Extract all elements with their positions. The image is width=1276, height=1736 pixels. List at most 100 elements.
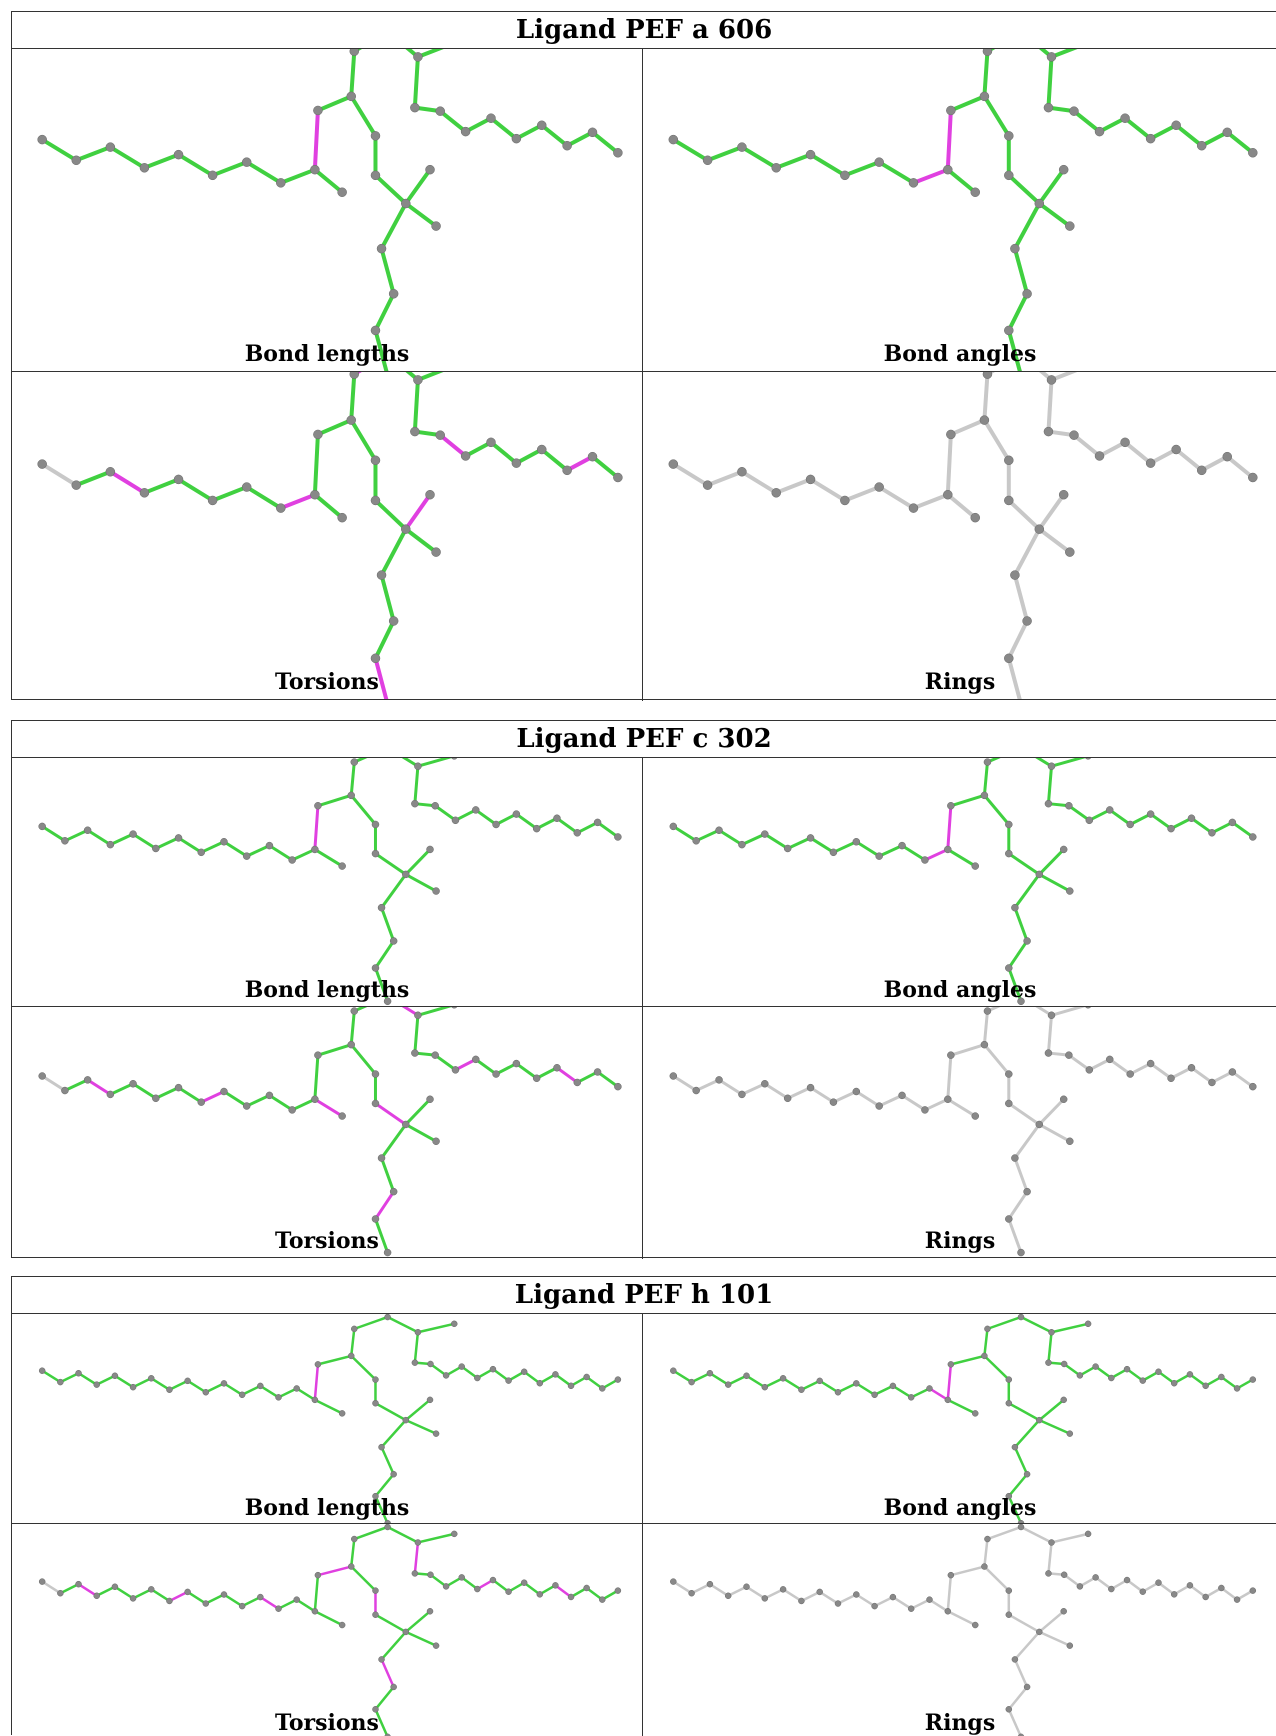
column-divider bbox=[642, 758, 643, 1259]
bond bbox=[474, 808, 498, 826]
bond bbox=[404, 1122, 438, 1143]
atom bbox=[371, 849, 380, 858]
atom bbox=[970, 187, 980, 197]
bond bbox=[404, 1097, 432, 1126]
atom bbox=[451, 1066, 460, 1074]
bond bbox=[1047, 1541, 1053, 1575]
atom bbox=[458, 1363, 465, 1370]
atom bbox=[1058, 164, 1069, 175]
atom bbox=[57, 1589, 64, 1597]
panel-bond-lengths: Bond lengths bbox=[12, 758, 642, 1006]
bond bbox=[1049, 49, 1078, 59]
bond bbox=[380, 906, 396, 943]
atom bbox=[377, 1154, 386, 1162]
atom bbox=[372, 1611, 379, 1618]
atom bbox=[1022, 616, 1032, 626]
atom bbox=[311, 1095, 319, 1104]
atom bbox=[265, 841, 274, 850]
atom bbox=[536, 1591, 544, 1598]
atom bbox=[1167, 1074, 1175, 1083]
atom bbox=[410, 426, 420, 437]
atom bbox=[370, 131, 381, 141]
bond bbox=[1007, 852, 1041, 876]
atom bbox=[458, 1574, 465, 1581]
atom bbox=[1034, 198, 1045, 209]
bond bbox=[1019, 1525, 1053, 1544]
atom bbox=[474, 1374, 481, 1382]
bond bbox=[380, 1658, 395, 1689]
atom bbox=[166, 1386, 173, 1393]
atom bbox=[798, 1386, 805, 1393]
atom bbox=[1005, 1611, 1013, 1618]
atom bbox=[1249, 1082, 1257, 1091]
bond bbox=[1225, 130, 1255, 155]
bond bbox=[717, 1078, 744, 1096]
bond bbox=[1037, 492, 1066, 532]
bond bbox=[982, 418, 1011, 463]
bond bbox=[1039, 372, 1054, 382]
bond bbox=[1097, 116, 1128, 134]
atom bbox=[338, 862, 346, 870]
bond bbox=[1012, 527, 1042, 578]
atom bbox=[38, 1578, 46, 1585]
bond bbox=[438, 433, 468, 458]
atom bbox=[83, 826, 92, 834]
atom bbox=[411, 799, 419, 808]
bond bbox=[453, 1057, 478, 1072]
atom bbox=[1036, 1628, 1043, 1636]
bond bbox=[982, 94, 1011, 138]
bond bbox=[1174, 123, 1204, 148]
atom bbox=[370, 495, 381, 506]
bond bbox=[877, 844, 904, 858]
atom bbox=[1005, 1070, 1013, 1078]
bond bbox=[946, 1053, 953, 1101]
bond bbox=[186, 1379, 208, 1394]
bond bbox=[1067, 1053, 1091, 1072]
bond bbox=[40, 137, 79, 163]
atom bbox=[129, 1595, 137, 1602]
atom bbox=[1035, 1120, 1044, 1129]
molecule-diagram bbox=[37, 372, 623, 699]
bond bbox=[352, 49, 362, 54]
bond bbox=[745, 1585, 767, 1600]
atom bbox=[1249, 1587, 1257, 1594]
atom bbox=[1222, 451, 1233, 462]
bond bbox=[316, 1043, 353, 1057]
atom bbox=[1092, 1363, 1099, 1370]
atom bbox=[1060, 1571, 1068, 1579]
bond bbox=[277, 1387, 298, 1399]
atom bbox=[275, 1394, 282, 1401]
bond bbox=[739, 145, 779, 170]
atom bbox=[1155, 1368, 1162, 1376]
atom bbox=[1094, 126, 1105, 137]
atom bbox=[1146, 810, 1155, 818]
bond bbox=[438, 109, 468, 134]
bond bbox=[818, 1379, 840, 1394]
bond bbox=[313, 804, 320, 851]
atom bbox=[1060, 1396, 1067, 1404]
atom bbox=[384, 1519, 391, 1523]
atom bbox=[242, 1102, 251, 1110]
atom bbox=[276, 503, 286, 513]
atom bbox=[840, 495, 850, 506]
bond bbox=[374, 1494, 389, 1523]
atom bbox=[275, 1605, 282, 1612]
bond bbox=[774, 152, 813, 170]
atom bbox=[532, 1074, 541, 1083]
bond bbox=[1007, 1101, 1041, 1126]
atom bbox=[761, 1080, 769, 1088]
atom bbox=[743, 1583, 750, 1591]
bond bbox=[199, 1090, 226, 1104]
atom bbox=[1233, 1385, 1241, 1392]
atom bbox=[184, 1588, 191, 1596]
bond bbox=[1007, 1685, 1029, 1711]
molecule-diagram bbox=[38, 1314, 622, 1523]
atom bbox=[383, 997, 392, 1006]
atom bbox=[241, 482, 252, 492]
atom bbox=[1005, 1399, 1013, 1407]
bond bbox=[349, 760, 356, 797]
atom bbox=[806, 834, 815, 842]
bond bbox=[671, 1074, 698, 1093]
atom bbox=[486, 113, 496, 123]
bond bbox=[453, 808, 478, 822]
